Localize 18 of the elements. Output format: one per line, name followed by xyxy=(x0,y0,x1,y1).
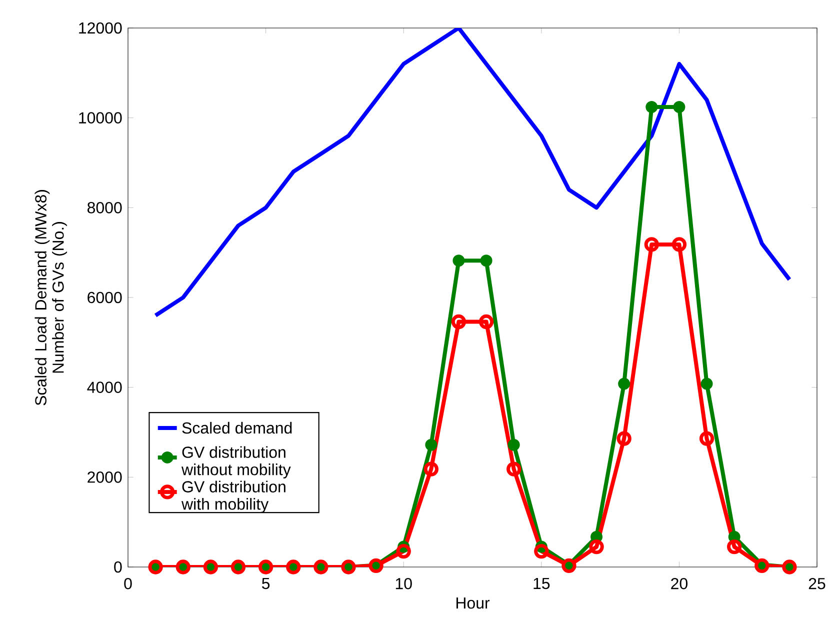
x-tick-label: 5 xyxy=(262,578,270,590)
x-axis-title: Hour xyxy=(456,598,490,609)
legend-label: GV distribution without mobility xyxy=(181,446,291,478)
y-tick-label: 6000 xyxy=(88,292,122,304)
legend-label: Scaled demand xyxy=(182,422,292,434)
y-tick-label: 12000 xyxy=(79,22,122,34)
x-tick-label: 20 xyxy=(671,578,688,590)
y-tick-label: 2000 xyxy=(88,472,122,483)
x-tick-label: 15 xyxy=(534,578,550,590)
y-axis-title: Scaled Load Demand (MWx8) Number of GVs (No.) xyxy=(34,190,67,406)
y-tick-label: 8000 xyxy=(87,202,122,214)
legend-label: GV distribution with mobility xyxy=(181,480,286,513)
x-tick-label: 0 xyxy=(124,578,132,590)
y-tick-label: 4000 xyxy=(87,382,122,393)
y-tick-label: 0 xyxy=(114,561,122,573)
x-tick-label: 25 xyxy=(808,578,826,590)
y-tick-label: 10000 xyxy=(79,112,122,124)
x-tick-label: 10 xyxy=(396,578,412,590)
